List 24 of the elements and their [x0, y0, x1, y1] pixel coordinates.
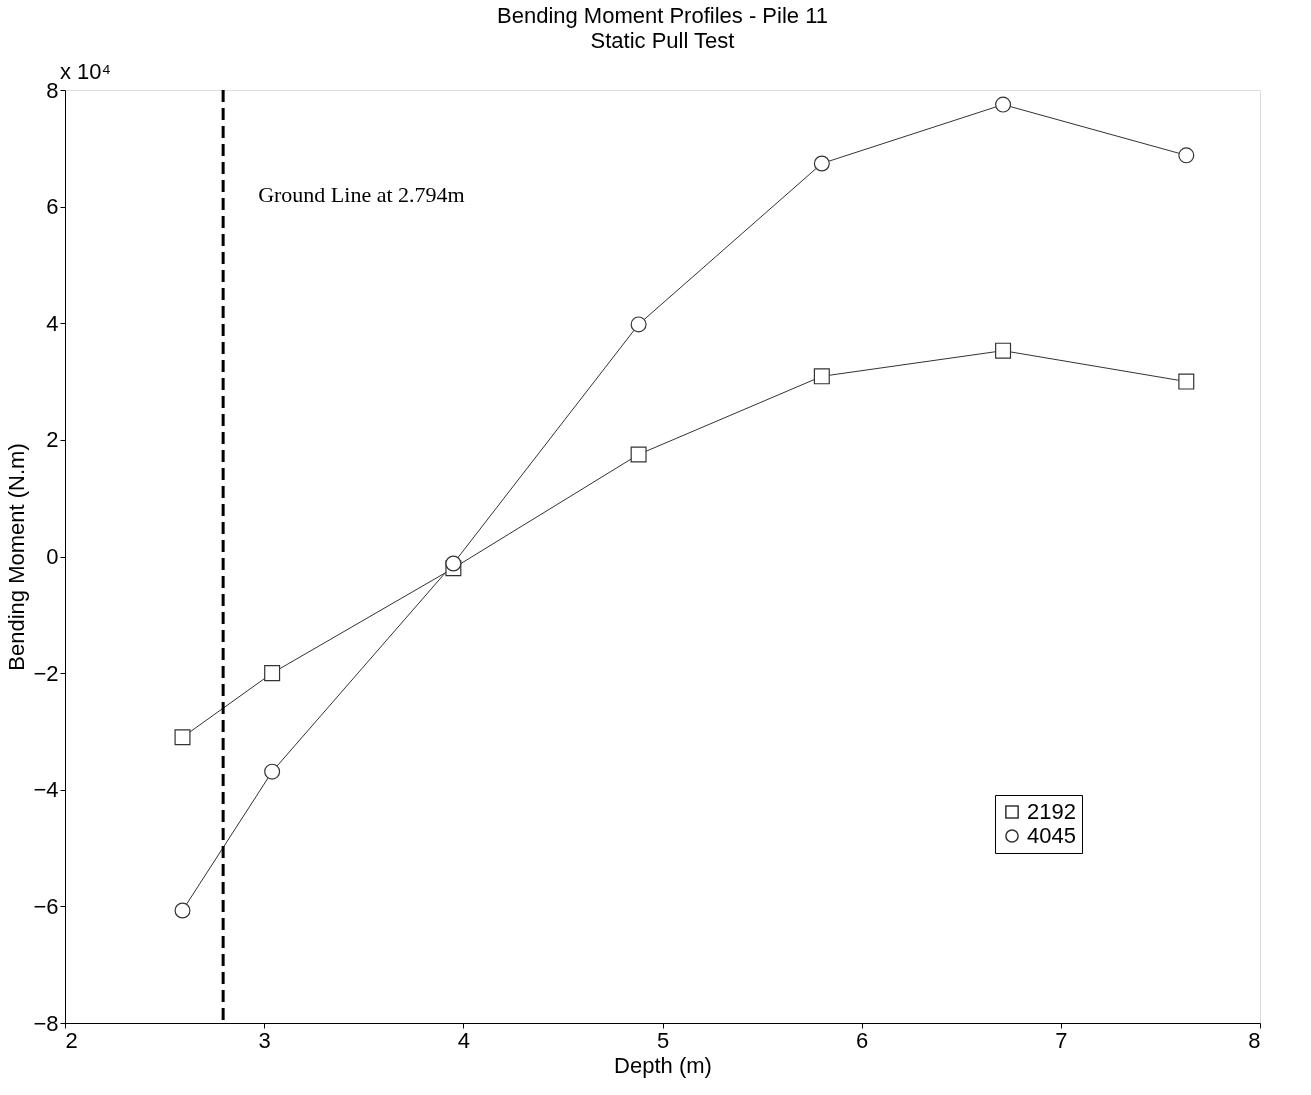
- x-tick-label: 7: [1055, 1027, 1068, 1053]
- chart-subtitle: Static Pull Test: [590, 28, 735, 53]
- y-axis-title: Bending Moment (N.m): [4, 443, 30, 671]
- legend-label: 4045: [1027, 823, 1076, 848]
- y-tick-label: 0: [46, 544, 59, 569]
- x-tick-label: 2: [65, 1027, 78, 1053]
- x-tick-label: 6: [856, 1027, 869, 1053]
- y-tick-label: 4: [46, 310, 59, 336]
- y-tick-label: −4: [33, 777, 59, 803]
- text: x 10⁴: [60, 59, 112, 84]
- x-tick-label: 3: [258, 1027, 271, 1053]
- ref-line-label: Ground Line at 2.794m: [258, 182, 465, 207]
- y-tick-label: −8: [33, 1010, 59, 1036]
- x-tick-label: 8: [1248, 1027, 1261, 1053]
- y-tick-label: −6: [33, 893, 59, 919]
- x-axis-title: Depth (m): [614, 1052, 712, 1078]
- y-tick-label: 6: [46, 194, 59, 220]
- x-tick-label: 5: [656, 1027, 670, 1053]
- y-tick-label: 8: [46, 77, 59, 103]
- y-tick-label: −2: [33, 660, 59, 686]
- chart-title: Bending Moment Profiles - Pile 11: [497, 3, 828, 28]
- y-tick-label: 2: [46, 427, 59, 453]
- x-tick-label: 4: [457, 1027, 470, 1053]
- legend-label: 2192: [1027, 799, 1076, 824]
